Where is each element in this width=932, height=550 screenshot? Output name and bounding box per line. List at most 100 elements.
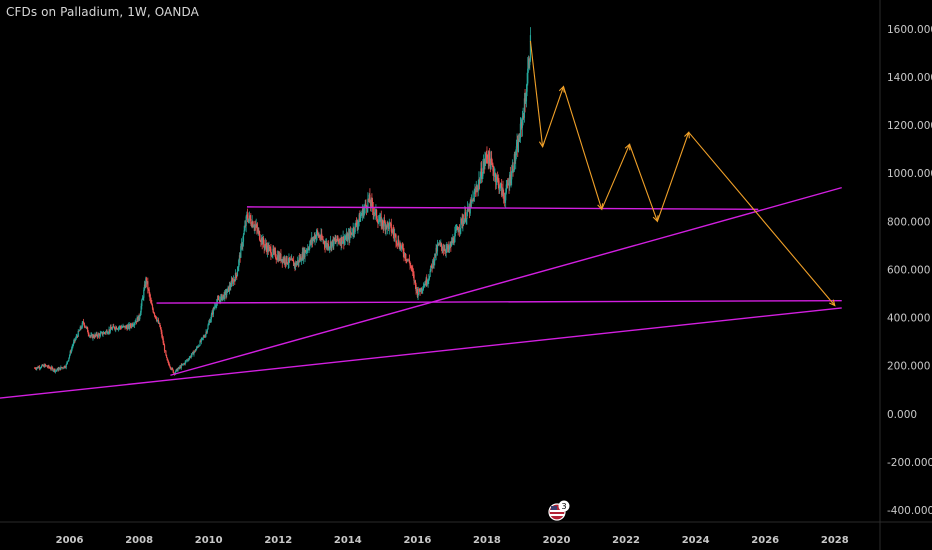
candle-body: [442, 249, 445, 251]
candle-body: [509, 174, 511, 184]
candle-body: [46, 365, 48, 367]
candle-body: [225, 291, 227, 296]
candle-body: [64, 366, 66, 368]
candle-body: [464, 212, 467, 222]
candle-body: [502, 187, 504, 195]
candle-body: [505, 192, 507, 201]
candle-body: [365, 203, 367, 206]
candle-body: [260, 237, 263, 242]
candle-body: [283, 258, 285, 262]
candle-body: [506, 183, 508, 185]
candle-body: [127, 324, 130, 327]
candle-body: [210, 314, 212, 320]
candle-body: [135, 321, 137, 323]
candle-body: [331, 239, 334, 243]
candle-body: [156, 320, 158, 321]
candle-body: [349, 231, 352, 234]
candle-body: [301, 260, 303, 262]
candle-body: [272, 248, 274, 256]
candle-body: [341, 241, 344, 244]
candle-body: [150, 299, 152, 304]
candle-body: [103, 332, 105, 334]
candle-body: [346, 234, 348, 242]
candle-body: [216, 302, 218, 306]
candle-body: [94, 334, 96, 338]
candle-body: [105, 331, 107, 334]
candle-body: [285, 263, 287, 264]
candle-body: [396, 242, 398, 244]
candle-body: [388, 223, 390, 230]
candle-body: [204, 334, 206, 337]
candle-body: [436, 245, 439, 252]
candle-body: [228, 285, 231, 292]
candle-body: [350, 232, 352, 234]
candle-body: [83, 323, 85, 327]
candle-body: [328, 247, 330, 249]
candle-body: [405, 258, 407, 260]
candle-body: [357, 220, 360, 224]
candle-body: [41, 364, 43, 366]
candle-body: [459, 228, 461, 231]
candle-body: [66, 362, 68, 365]
candle-body: [359, 216, 362, 222]
candle-body: [311, 238, 313, 242]
candle-body: [252, 221, 254, 227]
candle-body: [390, 223, 392, 232]
candle-body: [52, 368, 54, 371]
candle-body: [367, 198, 369, 209]
candle-body: [422, 286, 425, 290]
candle-body: [242, 234, 245, 242]
candle-body: [290, 259, 292, 261]
candle-body: [395, 234, 397, 243]
projection-segment: [601, 144, 631, 210]
candle-body: [50, 367, 53, 369]
candle-body: [129, 324, 132, 326]
candle-body: [86, 327, 88, 328]
candle-body: [169, 367, 172, 369]
candle-body: [54, 369, 56, 372]
candle-body: [242, 241, 244, 247]
candle-body: [206, 329, 208, 333]
candle-body: [164, 350, 166, 352]
candle-body: [104, 332, 106, 334]
candle-body: [228, 286, 230, 292]
candle-body: [454, 232, 456, 243]
candle-body: [200, 340, 202, 342]
candle-body: [221, 294, 223, 300]
candle-body: [78, 330, 80, 332]
candle-body: [373, 212, 375, 214]
candle-body: [337, 235, 339, 241]
candle-body: [427, 279, 429, 284]
candle-body: [211, 311, 213, 315]
candle-body: [223, 294, 225, 299]
candle-body: [505, 184, 507, 193]
candle-body: [397, 239, 399, 245]
chart-title: CFDs on Palladium, 1W, OANDA: [6, 5, 199, 19]
candle-body: [280, 253, 282, 261]
candle-body: [36, 366, 39, 368]
candle-body: [198, 345, 200, 348]
candle-body: [216, 298, 218, 303]
candle-body: [99, 333, 101, 337]
candle-body: [60, 367, 62, 370]
candle-body: [446, 245, 449, 250]
candle-body: [483, 161, 485, 168]
y-tick-label: 800.000: [887, 216, 930, 228]
x-tick-label: 2020: [543, 535, 571, 546]
candle-body: [265, 243, 267, 248]
candle-body: [84, 326, 86, 327]
candle-body: [278, 254, 280, 261]
candle-body: [214, 306, 216, 307]
candle-body: [95, 334, 97, 336]
y-tick-label: -400.000: [887, 505, 932, 517]
candle-body: [391, 231, 393, 233]
candle-body: [234, 279, 236, 282]
candle-body: [125, 326, 127, 329]
candle-body: [444, 251, 447, 253]
candle-body: [315, 234, 317, 239]
candle-body: [302, 252, 304, 259]
candle-body: [159, 326, 162, 330]
candle-body: [258, 230, 260, 232]
candle-body: [48, 367, 51, 369]
